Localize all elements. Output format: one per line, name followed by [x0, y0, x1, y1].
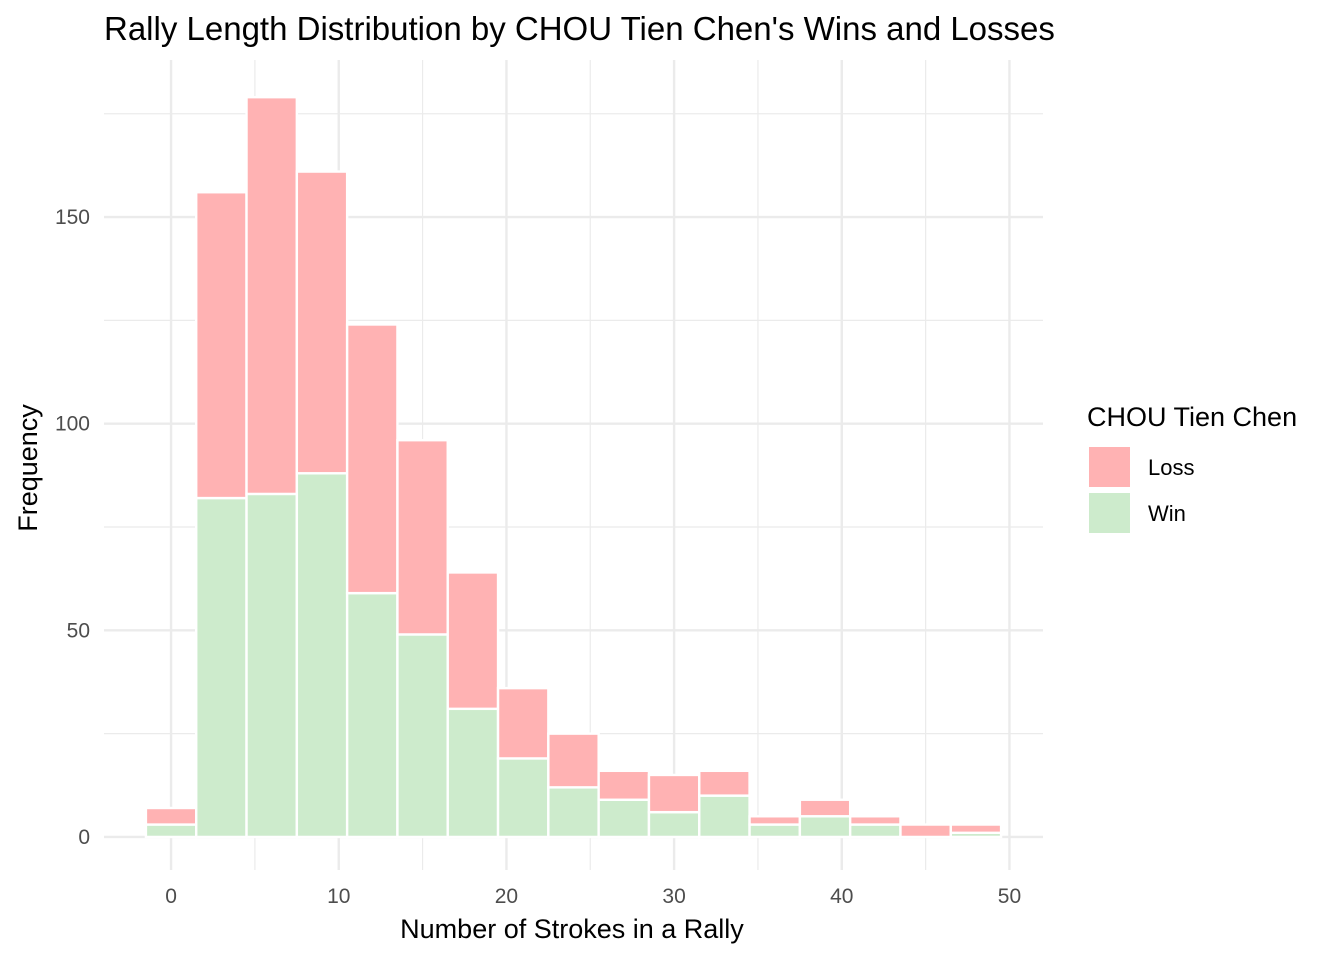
- x-axis-title: Number of Strokes in a Rally: [400, 914, 744, 944]
- bar-loss: [899, 823, 952, 839]
- bar-win: [345, 591, 399, 839]
- bar-loss: [949, 823, 1003, 835]
- bar-win: [698, 794, 751, 839]
- bar-loss: [547, 732, 600, 789]
- legend-label-win: Win: [1148, 501, 1186, 526]
- bar-win: [848, 823, 902, 839]
- bar-loss: [144, 806, 198, 826]
- x-tick-label: 20: [495, 885, 518, 908]
- bar-loss: [446, 571, 500, 711]
- bar-win: [446, 707, 500, 839]
- legend-swatch-loss: [1089, 447, 1130, 487]
- bar-win: [748, 823, 802, 839]
- x-tick-label: 10: [327, 885, 350, 908]
- x-tick-label: 30: [662, 885, 685, 908]
- bars: [144, 95, 1003, 839]
- y-axis-ticks: 0 50 100 150: [55, 206, 90, 849]
- bar-loss: [798, 798, 852, 818]
- y-tick-label: 0: [78, 826, 90, 849]
- bar-loss: [748, 815, 802, 826]
- legend-swatch-win: [1089, 493, 1130, 533]
- legend-title: CHOU Tien Chen: [1087, 402, 1297, 432]
- y-tick-label: 50: [67, 619, 90, 642]
- bar-win: [195, 496, 248, 839]
- x-tick-label: 50: [998, 885, 1021, 908]
- bar-win: [496, 757, 550, 839]
- bar-win: [144, 823, 198, 839]
- bar-loss: [698, 769, 751, 797]
- x-tick-label: 40: [830, 885, 853, 908]
- bar-loss: [647, 773, 701, 814]
- legend-label-loss: Loss: [1148, 455, 1194, 480]
- bar-loss: [195, 191, 248, 500]
- bar-win: [798, 815, 852, 839]
- bar-win: [547, 786, 600, 839]
- bar-win: [647, 810, 701, 839]
- bar-win: [597, 798, 651, 839]
- bar-loss: [295, 170, 349, 475]
- y-axis-title: Frequency: [13, 404, 43, 532]
- y-tick-label: 150: [55, 206, 90, 229]
- legend: CHOU Tien Chen Loss Win: [1087, 402, 1297, 533]
- bar-win: [396, 633, 449, 839]
- bar-loss: [245, 95, 299, 496]
- bar-win: [245, 492, 299, 839]
- bar-loss: [848, 815, 902, 826]
- chart-title: Rally Length Distribution by CHOU Tien C…: [104, 10, 1055, 47]
- x-tick-label: 0: [165, 885, 177, 908]
- y-tick-label: 100: [55, 413, 90, 436]
- bar-loss: [396, 439, 449, 636]
- bar-loss: [597, 769, 651, 801]
- x-axis-ticks: 0 10 20 30 40 50: [165, 885, 1021, 908]
- bar-loss: [496, 686, 550, 760]
- bar-win: [295, 472, 349, 839]
- bar-loss: [345, 323, 399, 595]
